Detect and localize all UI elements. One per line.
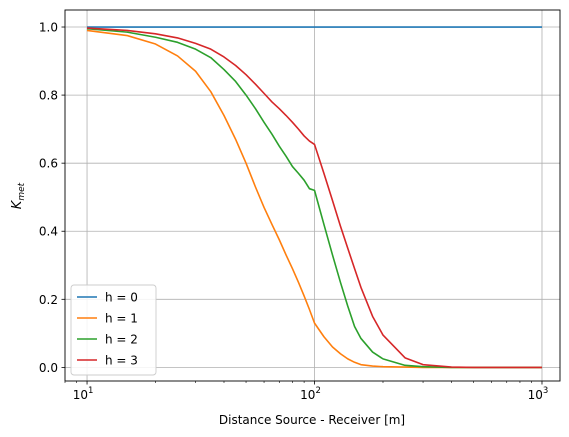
ticks: 101 102 103 0.0 0.2 0.4 0.6 0.8 1.0	[39, 21, 548, 402]
plot-frame	[64, 9, 561, 382]
x-tick-label: 102	[300, 386, 321, 402]
y-tick-label: 0.4	[39, 225, 58, 239]
series-line-h2	[86, 27, 542, 369]
y-tick-label: 0.8	[39, 89, 58, 103]
x-tick-label: 101	[73, 386, 94, 402]
legend-label: h = 1	[105, 312, 138, 326]
series-lines	[86, 26, 542, 369]
legend-box	[70, 284, 157, 376]
series-line-h3	[86, 27, 542, 369]
legend: h = 0 h = 1 h = 2 h = 3	[70, 284, 157, 376]
legend-label: h = 3	[105, 354, 138, 368]
y-tick-label: 0.0	[39, 361, 58, 375]
legend-label: h = 0	[105, 291, 138, 305]
y-tick-label: 0.2	[39, 293, 58, 307]
y-tick-label: 0.6	[39, 157, 58, 171]
x-tick-label: 103	[528, 386, 549, 402]
series-line-h1	[86, 29, 542, 369]
y-tick-label: 1.0	[39, 21, 58, 35]
x-axis-label: Distance Source - Receiver [m]	[219, 413, 405, 427]
legend-label: h = 2	[105, 333, 138, 347]
y-axis-label: Kmet	[10, 182, 27, 209]
